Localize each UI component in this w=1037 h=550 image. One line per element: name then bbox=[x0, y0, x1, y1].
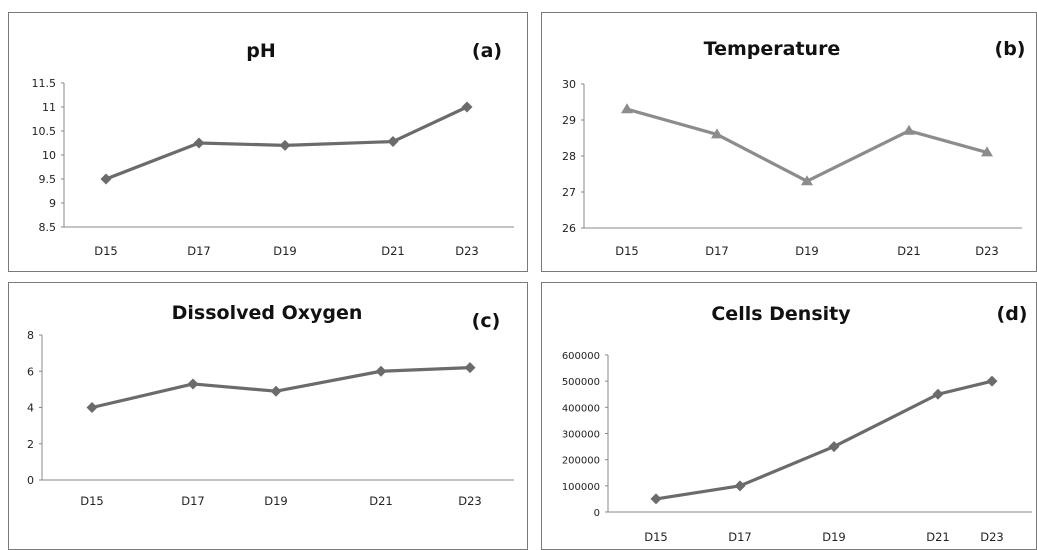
y-tick-label: 26 bbox=[562, 222, 576, 235]
y-tick-label: 30 bbox=[562, 78, 576, 91]
series-line bbox=[90, 366, 472, 410]
x-tick-label: D15 bbox=[615, 244, 639, 258]
data-point bbox=[279, 139, 291, 151]
panel-label: (c) bbox=[472, 310, 501, 332]
x-tick-label: D21 bbox=[381, 244, 405, 258]
panel-label: (b) bbox=[995, 38, 1026, 60]
x-tick-label: D17 bbox=[728, 530, 752, 544]
y-tick-label: 9.5 bbox=[39, 173, 57, 186]
y-tick-label: 4 bbox=[27, 402, 34, 415]
x-tick-label: D17 bbox=[187, 244, 211, 258]
data-point bbox=[464, 362, 476, 374]
x-tick-label: D23 bbox=[980, 530, 1004, 544]
y-tick-label: 11.5 bbox=[32, 77, 57, 90]
panel-label: (a) bbox=[472, 40, 502, 62]
data-point bbox=[828, 441, 840, 453]
chart-svg: Cells Density (d) 0 100000 200000 300000 40000… bbox=[562, 303, 1032, 544]
y-tick-label: 10.5 bbox=[32, 125, 57, 138]
chart-panel-ph: pH (a) 8.5 9 9.5 10 10.5 11 11.5 D15 D17 D19 D21 D23 bbox=[8, 12, 528, 272]
x-tick-label: D19 bbox=[273, 244, 297, 258]
chart-svg: pH (a) 8.5 9 9.5 10 10.5 11 11.5 D15 D17 D19 D21 D23 bbox=[32, 40, 514, 258]
y-tick-label: 300000 bbox=[562, 430, 600, 441]
data-point bbox=[375, 365, 387, 377]
x-tick-label: D17 bbox=[705, 244, 729, 258]
data-point bbox=[650, 493, 662, 505]
data-point bbox=[932, 388, 944, 400]
series-line bbox=[654, 379, 994, 501]
y-tick-label: 500000 bbox=[562, 377, 600, 388]
y-tick-label: 2 bbox=[27, 438, 34, 451]
y-tick-label: 11 bbox=[42, 101, 56, 114]
chart-panel-cells-density: Cells Density (d) 0 100000 200000 300000 40000… bbox=[541, 282, 1037, 550]
x-tick-label: D15 bbox=[94, 244, 118, 258]
y-tick-label: 29 bbox=[562, 114, 576, 127]
x-tick-label: D19 bbox=[822, 530, 846, 544]
x-tick-label: D17 bbox=[181, 494, 205, 508]
y-tick-label: 9 bbox=[49, 197, 56, 210]
y-tick-label: 200000 bbox=[562, 456, 600, 467]
y-tick-label: 8.5 bbox=[39, 221, 57, 234]
y-tick-label: 600000 bbox=[562, 351, 600, 362]
y-tick-label: 6 bbox=[27, 365, 34, 378]
y-tick-label: 27 bbox=[562, 186, 576, 199]
x-tick-label: D21 bbox=[897, 244, 921, 258]
data-point bbox=[986, 375, 998, 387]
data-point bbox=[903, 124, 915, 135]
data-point bbox=[621, 103, 633, 114]
y-tick-label: 100000 bbox=[562, 482, 600, 493]
series-line bbox=[625, 107, 989, 183]
data-point bbox=[461, 101, 473, 113]
y-tick-label: 28 bbox=[562, 150, 576, 163]
data-point bbox=[711, 128, 723, 139]
x-tick-label: D15 bbox=[80, 494, 104, 508]
data-point bbox=[100, 173, 112, 185]
data-point bbox=[801, 175, 813, 186]
x-tick-label: D19 bbox=[264, 494, 288, 508]
y-tick-label: 10 bbox=[42, 149, 56, 162]
data-point bbox=[86, 402, 98, 413]
x-tick-label: D23 bbox=[455, 244, 479, 258]
data-point bbox=[981, 146, 993, 157]
data-point bbox=[193, 137, 205, 149]
chart-panel-temperature: Temperature (b) 26 27 28 29 30 D15 D17 D19 D21 D23 bbox=[541, 12, 1037, 272]
chart-svg: Temperature (b) 26 27 28 29 30 D15 D17 D19 D21 D23 bbox=[562, 38, 1026, 258]
data-point bbox=[387, 136, 399, 148]
chart-svg: Dissolved Oxygen (c) 0 2 4 6 8 D15 D17 D19 D21 D23 bbox=[27, 302, 514, 508]
y-tick-label: 8 bbox=[27, 329, 34, 342]
y-tick-label: 0 bbox=[594, 508, 600, 519]
x-tick-label: D23 bbox=[458, 494, 482, 508]
x-tick-label: D19 bbox=[795, 244, 819, 258]
x-tick-label: D21 bbox=[926, 530, 950, 544]
data-point bbox=[270, 385, 282, 397]
data-point bbox=[734, 480, 746, 492]
chart-title: Temperature bbox=[704, 38, 841, 60]
chart-title: Cells Density bbox=[711, 303, 851, 325]
panel-label: (d) bbox=[997, 303, 1028, 325]
chart-title: pH bbox=[246, 40, 276, 62]
chart-title: Dissolved Oxygen bbox=[172, 302, 363, 324]
x-tick-label: D21 bbox=[369, 494, 393, 508]
y-tick-label: 400000 bbox=[562, 403, 600, 414]
x-tick-label: D23 bbox=[975, 244, 999, 258]
x-tick-label: D15 bbox=[644, 530, 668, 544]
chart-panel-dissolved-oxygen: Dissolved Oxygen (c) 0 2 4 6 8 D15 D17 D19 D21 D23 bbox=[8, 282, 528, 550]
y-tick-label: 0 bbox=[27, 474, 34, 487]
data-point bbox=[187, 378, 199, 390]
